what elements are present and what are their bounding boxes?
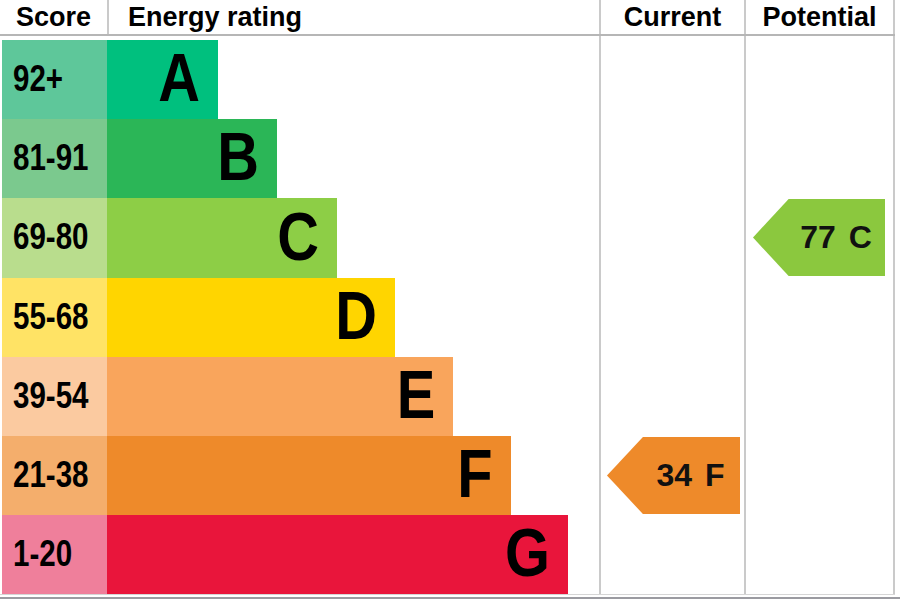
rating-letter: G (505, 518, 550, 586)
rating-bar-c: C (107, 198, 337, 278)
band-row-g: 1-20 G (2, 515, 900, 594)
rating-letter: F (458, 439, 493, 507)
rating-letter: B (217, 122, 259, 190)
band-row-b: 81-91 B (2, 119, 900, 198)
header-divider-score (107, 0, 109, 34)
potential-rating-letter: C (849, 219, 872, 256)
score-cell-g: 1-20 (2, 515, 107, 594)
rating-bar-e: E (107, 357, 453, 436)
energy-rating-chart: Score Energy rating Current Potential 92… (0, 0, 900, 600)
potential-rating-value: 77 (800, 219, 836, 256)
score-range-label: 21-38 (13, 457, 89, 493)
rating-letter: C (277, 202, 319, 270)
column-header-current: Current (600, 0, 745, 34)
rating-letter: D (335, 281, 377, 349)
score-cell-c: 69-80 (2, 198, 107, 278)
score-range-label: 55-68 (13, 299, 89, 335)
rating-bar-g: G (107, 515, 568, 594)
score-range-label: 1-20 (13, 536, 72, 572)
score-range-label: 92+ (13, 61, 63, 97)
score-cell-d: 55-68 (2, 278, 107, 357)
score-range-label: 81-91 (13, 140, 89, 176)
rating-bar-d: D (107, 278, 395, 357)
score-range-label: 69-80 (13, 219, 89, 255)
column-header-score: Score (0, 0, 107, 34)
current-rating-value: 34 (656, 457, 692, 494)
current-rating-letter: F (705, 457, 725, 494)
score-cell-a: 92+ (2, 40, 107, 119)
rating-letter: A (158, 43, 200, 111)
rating-bar-a: A (107, 40, 218, 119)
rating-bar-b: B (107, 119, 277, 198)
band-row-a: 92+ A (2, 40, 900, 119)
band-row-f: 21-38 F (2, 436, 900, 515)
column-header-energy-rating: Energy rating (128, 0, 302, 34)
band-row-e: 39-54 E (2, 357, 900, 436)
band-row-d: 55-68 D (2, 278, 900, 357)
rating-bar-f: F (107, 436, 511, 515)
score-range-label: 39-54 (13, 378, 89, 414)
column-header-potential: Potential (745, 0, 894, 34)
header-underline (0, 34, 895, 36)
score-cell-b: 81-91 (2, 119, 107, 198)
bands-bottom-hairline (0, 594, 895, 595)
chart-bottom-border (0, 597, 900, 599)
score-cell-f: 21-38 (2, 436, 107, 515)
rating-letter: E (396, 360, 435, 428)
score-cell-e: 39-54 (2, 357, 107, 436)
